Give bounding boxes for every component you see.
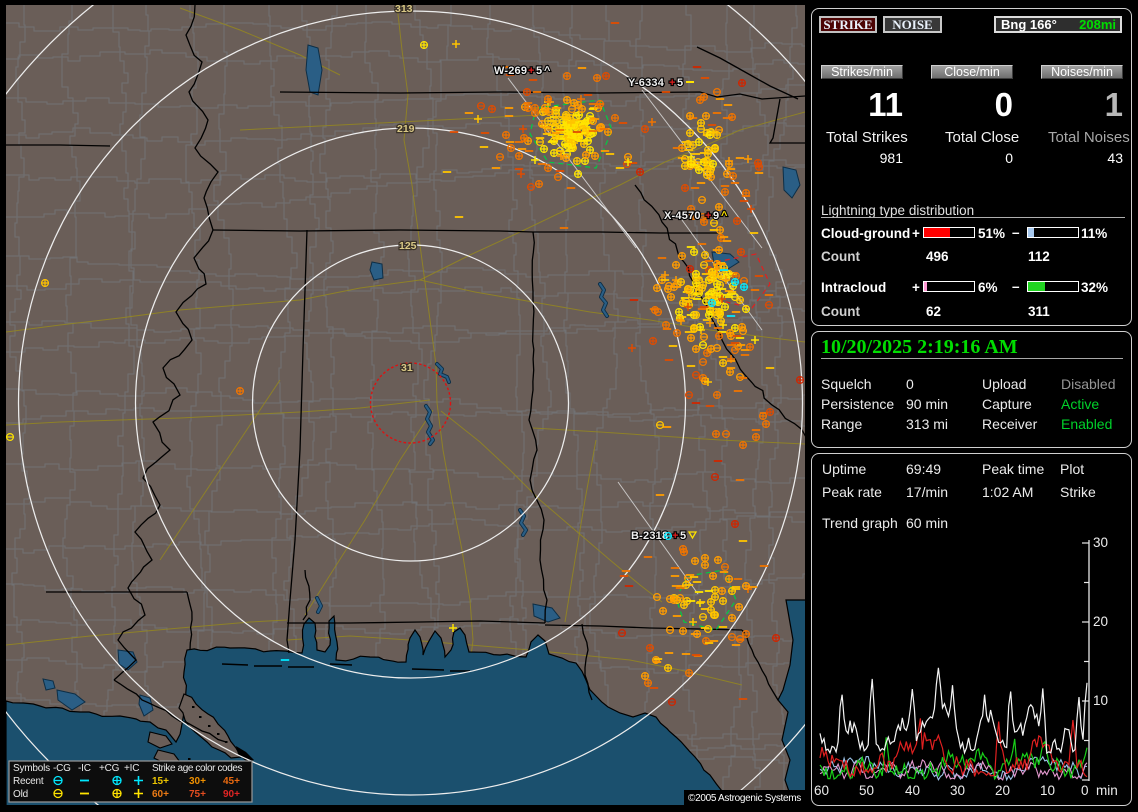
svg-text:10: 10 [1093,693,1108,708]
svg-text:5: 5 [536,65,542,77]
svg-text:Strike age color codes: Strike age color codes [152,763,243,774]
svg-text:+: + [672,530,679,542]
svg-text:30: 30 [950,783,965,798]
svg-text:10: 10 [1040,783,1055,798]
svg-text:B-2318: B-2318 [631,530,668,542]
svg-text:min: min [1096,783,1118,798]
svg-text:20: 20 [995,783,1010,798]
svg-text:0: 0 [1081,783,1089,798]
svg-text:40: 40 [905,783,920,798]
svg-text:Symbols: Symbols [13,763,50,774]
svg-text:60+: 60+ [152,789,169,800]
svg-text:^: ^ [721,210,728,222]
svg-text:20: 20 [1093,614,1108,629]
svg-text:Old: Old [13,789,28,800]
svg-text:90+: 90+ [223,789,240,800]
svg-text:5: 5 [677,77,683,89]
svg-text:-IC: -IC [78,763,91,774]
svg-text:+: + [669,77,676,89]
svg-text:219: 219 [397,123,415,135]
svg-text:75+: 75+ [189,789,206,800]
svg-text:30+: 30+ [189,776,206,787]
svg-text:+IC: +IC [124,763,139,774]
svg-text:©2005 Astrogenic Systems: ©2005 Astrogenic Systems [688,793,801,804]
svg-text:Recent: Recent [13,776,44,787]
svg-text:30: 30 [1093,535,1108,550]
svg-text:45+: 45+ [223,776,240,787]
svg-text:9: 9 [713,210,719,222]
svg-text:125: 125 [399,240,417,252]
svg-text:W-269: W-269 [494,65,527,77]
svg-text:+: + [705,210,712,222]
svg-text:-CG: -CG [53,763,71,774]
svg-text:Y-6334: Y-6334 [628,77,665,89]
svg-text:31: 31 [401,362,413,374]
svg-text:50: 50 [859,783,874,798]
svg-text:5: 5 [680,530,686,542]
svg-text:^: ^ [544,65,551,77]
svg-text:60: 60 [814,783,829,798]
svg-text:+CG: +CG [99,763,120,774]
svg-text:313: 313 [395,3,413,15]
svg-text:+: + [528,65,535,77]
svg-text:X-4570: X-4570 [664,210,701,222]
svg-text:15+: 15+ [152,776,169,787]
